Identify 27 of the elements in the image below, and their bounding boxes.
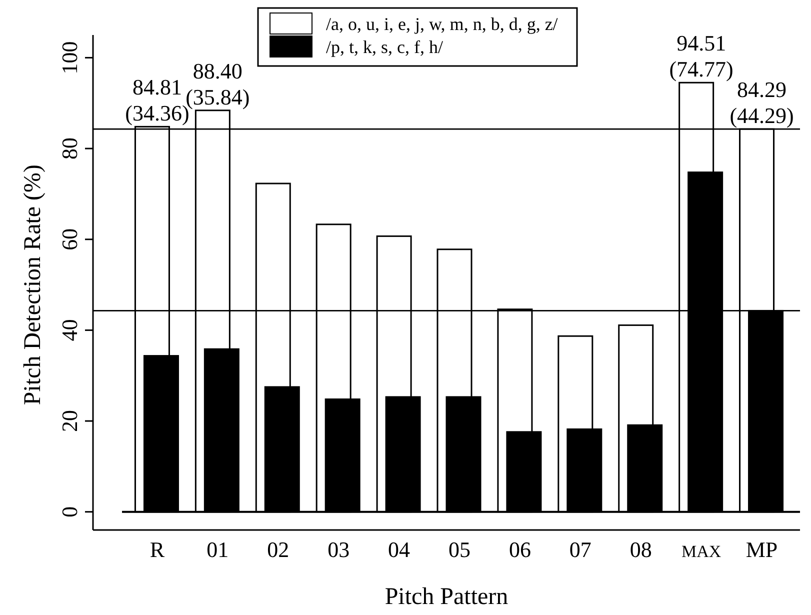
y-tick-label: 20 <box>57 410 82 432</box>
x-tick-label: 05 <box>448 537 470 562</box>
y-tick-label: 80 <box>57 138 82 160</box>
x-tick-label: 04 <box>388 537 410 562</box>
data-label: 94.51 <box>676 30 726 56</box>
annotation: (74.77) <box>669 56 734 82</box>
y-axis-title: Pitch Detection Rate (%) <box>20 164 46 406</box>
y-tick-label: 60 <box>57 228 82 250</box>
x-tick-label: 01 <box>206 537 229 562</box>
data-label: 88.40 <box>192 58 242 84</box>
x-tick-label: 06 <box>508 537 531 562</box>
y-tick-label: 0 <box>57 506 82 518</box>
data-label: 84.29 <box>737 77 787 102</box>
annotation: (44.29) <box>730 103 794 128</box>
y-tick-label: 40 <box>57 319 82 342</box>
x-tick-label: MAX <box>681 542 722 561</box>
x-tick-label: 07 <box>569 537 592 562</box>
y-tick-label: 100 <box>57 41 82 74</box>
data-label: 84.81 <box>132 74 182 100</box>
legend-label: /a, o, u, i, e, j, w, m, n, b, d, g, z/ <box>326 14 558 34</box>
x-tick-label: 02 <box>267 537 290 562</box>
x-tick-label: 03 <box>328 537 350 562</box>
legend-label: /p, t, k, s, c, f, h/ <box>326 37 443 57</box>
x-tick-label: R <box>150 537 165 562</box>
x-tick-label: 08 <box>630 537 652 562</box>
x-tick-label: MP <box>746 537 778 562</box>
x-axis-title: Pitch Pattern <box>384 584 508 610</box>
